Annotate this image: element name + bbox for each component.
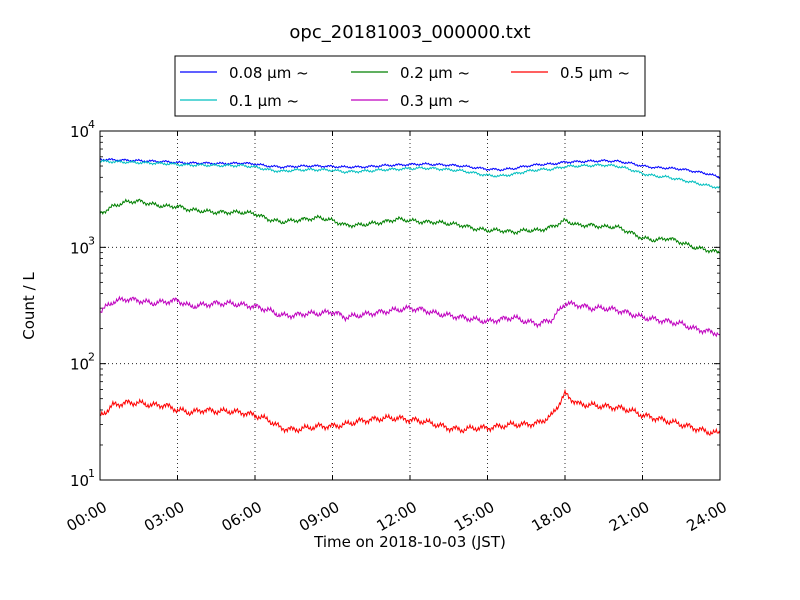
legend-label: 0.1 μm ~ [229, 92, 299, 110]
series-line [99, 198, 720, 254]
y-axis-label: Count / L [20, 272, 38, 340]
plot-frame [99, 130, 721, 481]
x-tick-label: 24:00 [684, 498, 730, 535]
x-tick-label: 09:00 [296, 498, 342, 535]
legend-label: 0.5 μm ~ [560, 64, 630, 82]
x-tick-label: 06:00 [219, 498, 265, 535]
y-tick-exponent: 2 [88, 351, 95, 364]
x-tick-label: 15:00 [451, 498, 497, 535]
y-tick-label: 10 [70, 123, 89, 141]
legend-box [174, 55, 646, 117]
legend-label: 0.08 μm ~ [229, 64, 309, 82]
plot-area: 00:00 03:00 06:00 09:00 12:00 15:00 18:00 21:00… [64, 118, 730, 535]
y-tick-exponent: 1 [88, 467, 95, 480]
x-axis-label: Time on 2018-10-03 (JST) [313, 533, 506, 551]
x-tick-label: 03:00 [141, 498, 187, 535]
series-line [99, 295, 721, 338]
series-line [99, 159, 721, 190]
y-tick-label: 10 [70, 356, 89, 374]
y-tick-label: 10 [70, 239, 89, 257]
x-tick-label: 12:00 [374, 498, 420, 535]
y-tick-exponent: 4 [88, 118, 95, 131]
series-line [99, 157, 721, 180]
legend-label: 0.2 μm ~ [400, 64, 470, 82]
y-tick-exponent: 3 [88, 234, 95, 247]
x-tick-label: 00:00 [64, 498, 110, 535]
x-tick-label: 18:00 [529, 498, 575, 535]
legend: 0.08 μm ~ 0.2 μm ~ 0.5 μm ~ 0.1 μm ~ 0.3 μm … [174, 55, 646, 117]
x-tick-label: 21:00 [606, 498, 652, 535]
chart-title: opc_20181003_000000.txt [289, 22, 530, 43]
legend-label: 0.3 μm ~ [400, 92, 470, 110]
series-line [99, 388, 721, 437]
y-tick-label: 10 [70, 472, 89, 490]
